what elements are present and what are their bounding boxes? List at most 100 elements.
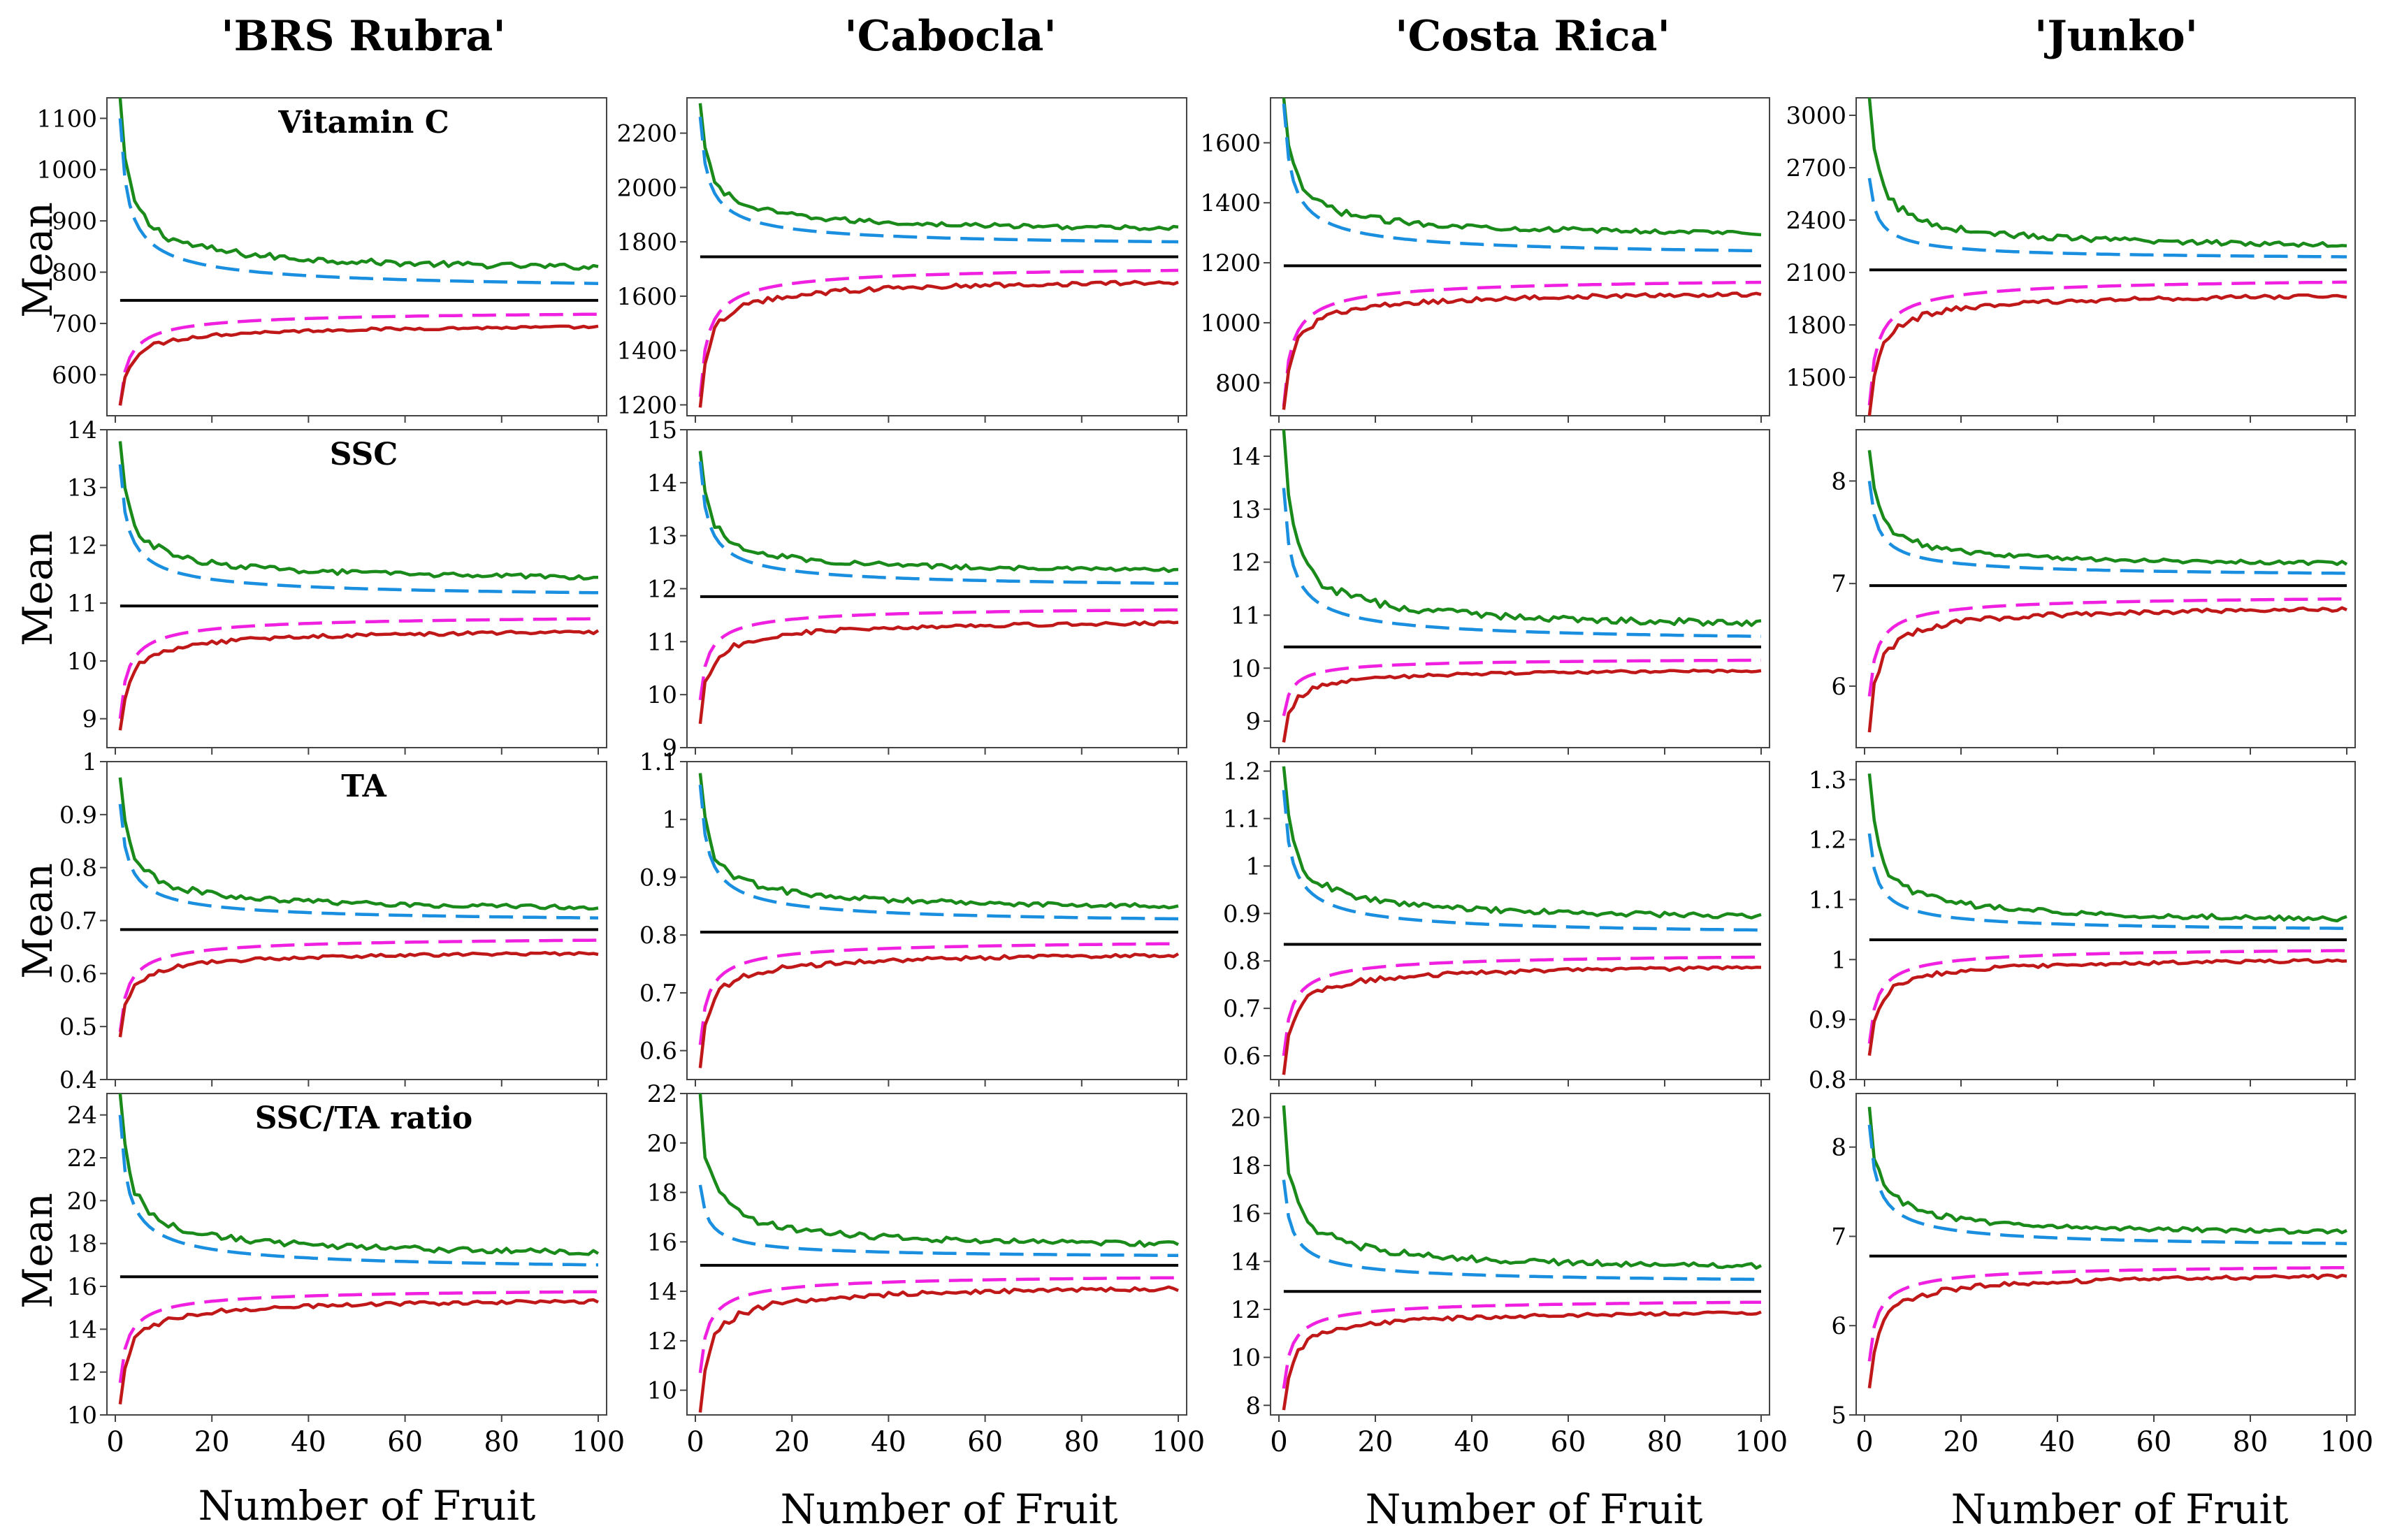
y-tick-label: 900: [52, 208, 97, 235]
panel-1-4: 1500 1800 2100 2400 2700 3000: [1786, 97, 2356, 423]
y-tick-label: 18: [67, 1230, 97, 1258]
series-upper-solid: [1867, 773, 2347, 923]
panel-1-3: 800 1000 1200 1400 1600: [1200, 97, 1770, 423]
x-tick-label: 20: [774, 1426, 810, 1458]
y-axis-label-row-2: Mean: [14, 530, 61, 646]
series-upper-dashed: [118, 118, 599, 285]
y-tick-label: 12: [67, 532, 97, 560]
x-axis-label-col-2: Number of Fruit: [781, 1485, 1118, 1533]
y-tick-label: 13: [67, 474, 97, 502]
panel-4-1: 10 12 14 16 18 20 22 24 0 20 40 60 80 100 SSC/TA ratio: [67, 1093, 625, 1458]
y-tick-label: 1500: [1786, 364, 1846, 392]
series-upper-dashed: [1282, 790, 1762, 932]
y-tick-label: 22: [67, 1145, 97, 1172]
series-upper-dashed: [1282, 103, 1762, 253]
y-tick-label: 0.9: [639, 864, 677, 892]
series-upper-dashed: [1282, 488, 1762, 639]
y-tick-label: 12: [67, 1359, 97, 1387]
column-title-3: 'Costa Rica': [1395, 12, 1670, 61]
row-title: Vitamin C: [277, 105, 449, 140]
y-tick-label: 1200: [1200, 249, 1261, 277]
series-upper-solid: [1867, 1106, 2347, 1235]
series-upper-dashed: [1282, 1179, 1761, 1281]
y-tick-label: 12: [1231, 1296, 1261, 1324]
panel-2-1: 9 10 11 12 13 14 SSC: [67, 416, 607, 755]
plot-frame: [1270, 1093, 1770, 1416]
series-lower-solid: [1282, 1310, 1762, 1411]
y-tick-label: 10: [1231, 655, 1261, 683]
series-upper-solid: [1867, 97, 2347, 248]
series-lower-solid: [1867, 293, 2347, 416]
y-tick-label: 1: [662, 806, 677, 834]
series-upper-solid: [1867, 450, 2348, 567]
series-lower-dashed: [1867, 1265, 2347, 1362]
y-tick-label: 14: [1231, 443, 1261, 471]
y-tick-label: 11: [1231, 602, 1261, 630]
y-tick-label: 6: [1831, 673, 1846, 701]
series-lower-dashed: [1282, 658, 1761, 717]
x-tick-label: 40: [2040, 1426, 2076, 1458]
y-tick-label: 3000: [1786, 102, 1846, 130]
y-tick-label: 13: [1231, 496, 1261, 524]
y-tick-label: 20: [67, 1187, 97, 1215]
x-tick-label: 100: [2320, 1426, 2373, 1458]
y-tick-label: 0.8: [59, 855, 97, 882]
x-tick-label: 80: [1647, 1426, 1683, 1458]
series-lower-solid: [118, 950, 599, 1038]
series-upper-solid: [698, 773, 1179, 910]
x-tick-label: 100: [1152, 1426, 1205, 1458]
x-axis-label-col-1: Number of Fruit: [198, 1482, 536, 1530]
y-tick-label: 12: [1231, 549, 1261, 577]
y-tick-label: 10: [67, 1402, 97, 1430]
series-lower-solid: [1282, 291, 1762, 410]
series-upper-dashed: [698, 1184, 1179, 1258]
series-lower-dashed: [1867, 949, 2347, 1044]
y-tick-label: 1800: [616, 228, 677, 256]
series-lower-dashed: [118, 312, 598, 406]
y-tick-label: 1600: [616, 283, 677, 311]
row-title: SSC/TA ratio: [255, 1100, 473, 1136]
y-tick-label: 7: [1831, 1223, 1846, 1251]
series-lower-dashed: [118, 1290, 598, 1383]
series-lower-solid: [1867, 958, 2347, 1056]
y-tick-label: 0.7: [1223, 995, 1261, 1023]
y-tick-label: 1.1: [639, 748, 677, 776]
column-title-4: 'Junko': [2034, 12, 2198, 61]
y-tick-label: 1600: [1200, 129, 1261, 157]
x-tick-label: 60: [387, 1426, 423, 1458]
series-lower-solid: [698, 620, 1179, 725]
y-tick-label: 0.8: [639, 922, 677, 950]
y-tick-label: 0.7: [639, 980, 677, 1008]
x-axis-label-col-4: Number of Fruit: [1951, 1485, 2289, 1533]
y-tick-label: 1000: [1200, 310, 1261, 337]
series-lower-solid: [1282, 965, 1762, 1075]
y-tick-label: 16: [67, 1273, 97, 1301]
y-tick-label: 11: [67, 590, 97, 618]
y-tick-label: 0.9: [59, 801, 97, 829]
plot-frame: [686, 761, 1187, 1080]
y-tick-label: 2400: [1786, 207, 1846, 235]
y-tick-label: 6: [1831, 1312, 1846, 1340]
x-tick-label: 0: [686, 1426, 704, 1458]
y-tick-label: 1.1: [1809, 886, 1846, 914]
panel-2-2: 9 10 11 12 13 14 15: [647, 416, 1187, 762]
series-upper-dashed: [1867, 833, 2347, 930]
plot-frame: [106, 761, 607, 1080]
y-tick-label: 2700: [1786, 154, 1846, 182]
x-tick-label: 0: [106, 1426, 124, 1458]
y-tick-label: 16: [647, 1228, 677, 1256]
y-tick-label: 11: [647, 628, 677, 656]
x-tick-label: 100: [1735, 1426, 1788, 1458]
plot-frame: [686, 429, 1187, 748]
y-tick-label: 14: [67, 1316, 97, 1344]
plot-frame: [1855, 429, 2356, 748]
x-tick-label: 80: [484, 1426, 519, 1458]
series-upper-solid: [118, 1093, 600, 1256]
y-axis-label-row-4: Mean: [14, 1193, 61, 1309]
y-tick-label: 8: [1831, 1134, 1846, 1162]
y-tick-label: 1100: [36, 105, 97, 133]
series-upper-dashed: [1867, 177, 2347, 259]
y-tick-label: 9: [1245, 708, 1261, 736]
series-lower-dashed: [698, 268, 1179, 398]
y-tick-label: 0.8: [1223, 947, 1261, 975]
